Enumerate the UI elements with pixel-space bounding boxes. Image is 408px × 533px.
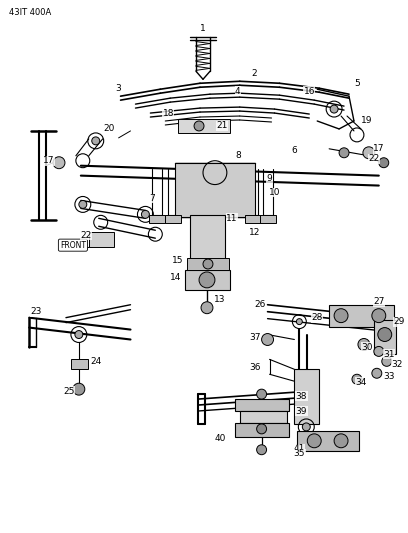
Circle shape [73,383,85,395]
Text: 8: 8 [235,151,241,160]
Bar [149,215,165,223]
Bar [240,411,287,423]
Text: 19: 19 [361,117,373,125]
Text: 10: 10 [269,188,280,197]
Text: 24: 24 [90,357,101,366]
Circle shape [92,137,100,145]
Circle shape [334,434,348,448]
Circle shape [75,330,83,338]
Text: 1: 1 [200,24,206,33]
Text: 22: 22 [80,231,91,240]
Text: 37: 37 [249,333,260,342]
Text: 17: 17 [43,156,55,165]
Text: 3: 3 [116,84,122,93]
Text: 40: 40 [214,434,226,443]
Bar [245,215,261,223]
Text: 32: 32 [391,360,402,369]
Circle shape [339,148,349,158]
Circle shape [203,259,213,269]
Circle shape [194,121,204,131]
Circle shape [296,319,302,325]
Text: 21: 21 [216,122,228,131]
Circle shape [330,105,338,113]
Text: 22: 22 [368,154,379,163]
Circle shape [372,309,386,322]
Circle shape [374,346,384,357]
Text: 39: 39 [295,407,307,416]
Text: 15: 15 [173,255,184,264]
Text: 29: 29 [393,317,404,326]
Text: 38: 38 [295,392,307,401]
Bar [185,270,230,290]
Text: 12: 12 [249,228,260,237]
Text: 20: 20 [103,124,114,133]
Circle shape [358,338,370,350]
Circle shape [352,374,362,384]
Bar [165,215,181,223]
Text: 36: 36 [249,363,260,372]
Circle shape [262,334,273,345]
Bar [187,258,229,270]
Text: FRONT: FRONT [60,240,86,249]
Text: 9: 9 [267,174,273,183]
Circle shape [257,389,266,399]
Text: 34: 34 [355,378,367,387]
Circle shape [201,302,213,314]
Text: 17: 17 [373,144,385,154]
Text: 7: 7 [149,194,155,203]
Bar [259,215,275,223]
Circle shape [199,272,215,288]
Bar [178,119,230,133]
Text: 43IT 400A: 43IT 400A [9,8,51,17]
Bar [190,215,225,270]
Bar [295,369,319,424]
Text: 31: 31 [383,350,395,359]
Text: 27: 27 [373,297,384,306]
Bar [71,359,88,369]
Circle shape [142,211,149,219]
Text: 41: 41 [294,444,305,453]
Circle shape [307,434,321,448]
Bar [175,163,255,217]
Bar [329,305,394,327]
Text: 26: 26 [254,300,265,309]
Text: 28: 28 [312,313,323,322]
Circle shape [372,368,382,378]
Circle shape [382,357,392,366]
Text: 25: 25 [63,386,75,395]
Text: 13: 13 [214,295,226,304]
Text: 35: 35 [294,449,305,458]
Circle shape [302,423,310,431]
Circle shape [53,157,65,168]
Text: 16: 16 [304,87,315,96]
Circle shape [257,445,266,455]
Bar [297,431,359,451]
Circle shape [378,328,392,342]
Bar [89,232,113,247]
Circle shape [79,200,87,208]
Bar [374,320,396,354]
Text: 14: 14 [169,273,181,282]
Bar [235,423,289,437]
Text: 5: 5 [354,79,360,88]
Text: 30: 30 [361,343,373,352]
Text: 18: 18 [162,109,174,118]
Circle shape [363,147,375,159]
Circle shape [257,424,266,434]
Text: 33: 33 [383,372,395,381]
Text: 23: 23 [31,307,42,316]
Text: 2: 2 [252,69,257,78]
Text: 6: 6 [291,146,297,155]
Text: 11: 11 [226,214,237,223]
Bar [235,399,289,411]
Circle shape [379,158,389,168]
Text: 4: 4 [235,87,241,96]
Circle shape [334,309,348,322]
